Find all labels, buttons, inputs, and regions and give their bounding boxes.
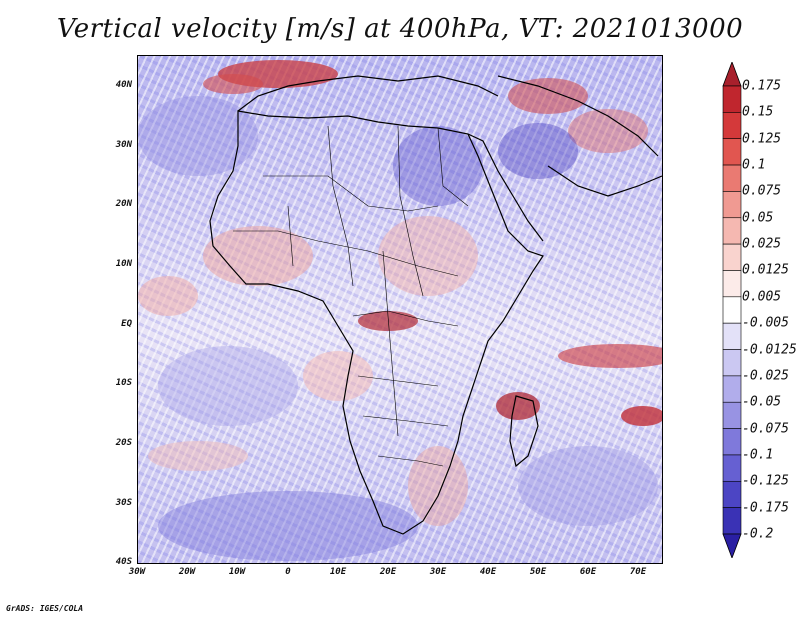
colorbar-top-arrow xyxy=(722,62,742,87)
colorbar-swatch xyxy=(722,375,742,403)
x-tick-label: 70E xyxy=(629,567,647,577)
colorbar-label: 0.1 xyxy=(742,157,766,173)
colorbar-swatch xyxy=(722,401,742,429)
x-tick-label: 20W xyxy=(178,567,196,577)
colorbar-bottom-arrow xyxy=(722,533,742,558)
colorbar-label: 0.175 xyxy=(742,78,782,94)
colorbar-label: -0.125 xyxy=(742,473,789,489)
colorbar-swatch xyxy=(722,454,742,482)
colorbar xyxy=(722,62,742,558)
colorbar-label: -0.025 xyxy=(742,368,789,384)
coastlines xyxy=(209,75,662,535)
x-tick-label: 0 xyxy=(285,567,291,577)
y-tick-label: 10N xyxy=(115,259,132,269)
colorbar-swatch xyxy=(722,243,742,271)
colorbar-label: 0.125 xyxy=(742,131,782,147)
x-tick-label: 30W xyxy=(128,567,146,577)
y-tick-label: 40N xyxy=(115,80,132,90)
x-tick-label: 40E xyxy=(479,567,497,577)
x-tick-label: 10E xyxy=(329,567,347,577)
x-tick-label: 20E xyxy=(379,567,397,577)
y-tick-label: 20N xyxy=(115,199,132,209)
x-tick-label: 50E xyxy=(529,567,547,577)
credit-text: GrADS: IGES/COLA xyxy=(6,604,84,613)
colorbar-label: -0.2 xyxy=(742,526,774,542)
colorbar-swatch xyxy=(722,85,742,113)
map-title: Vertical velocity [m/s] at 400hPa, VT: 2… xyxy=(56,14,744,44)
colorbar-label: 0.025 xyxy=(742,236,782,252)
vertical-velocity-map xyxy=(137,55,663,564)
colorbar-label: 0.0125 xyxy=(742,262,789,278)
colorbar-label: -0.1 xyxy=(742,447,774,463)
colorbar-label: 0.075 xyxy=(742,183,782,199)
colorbar-label: 0.15 xyxy=(742,104,774,120)
colorbar-label: -0.075 xyxy=(742,421,789,437)
colorbar-swatch xyxy=(722,138,742,166)
colorbar-label: -0.05 xyxy=(742,394,782,410)
positive-velocity-patches xyxy=(138,60,662,526)
colorbar-label: -0.175 xyxy=(742,500,789,516)
colorbar-swatch xyxy=(722,349,742,377)
y-tick-label: EQ xyxy=(121,319,132,329)
colorbar-swatch xyxy=(722,164,742,192)
colorbar-swatch xyxy=(722,322,742,350)
colorbar-swatch xyxy=(722,270,742,298)
x-tick-label: 30E xyxy=(429,567,447,577)
colorbar-label: -0.005 xyxy=(742,315,789,331)
y-tick-label: 20S xyxy=(115,438,132,448)
colorbar-swatch xyxy=(722,217,742,245)
x-tick-label: 60E xyxy=(579,567,597,577)
colorbar-swatch xyxy=(722,296,742,324)
y-tick-label: 40S xyxy=(115,557,132,567)
colorbar-label: -0.0125 xyxy=(742,342,797,358)
x-tick-label: 10W xyxy=(228,567,246,577)
colorbar-swatch xyxy=(722,112,742,140)
negative-velocity-patches xyxy=(138,96,658,561)
colorbar-swatch xyxy=(722,480,742,508)
colorbar-label: 0.05 xyxy=(742,210,774,226)
y-tick-label: 10S xyxy=(115,378,132,388)
country-borders xyxy=(233,125,469,467)
colorbar-swatch xyxy=(722,507,742,535)
y-tick-label: 30N xyxy=(115,140,132,150)
colorbar-swatch xyxy=(722,191,742,219)
colorbar-label: 0.005 xyxy=(742,289,782,305)
colorbar-swatch xyxy=(722,428,742,456)
y-tick-label: 30S xyxy=(115,498,132,508)
